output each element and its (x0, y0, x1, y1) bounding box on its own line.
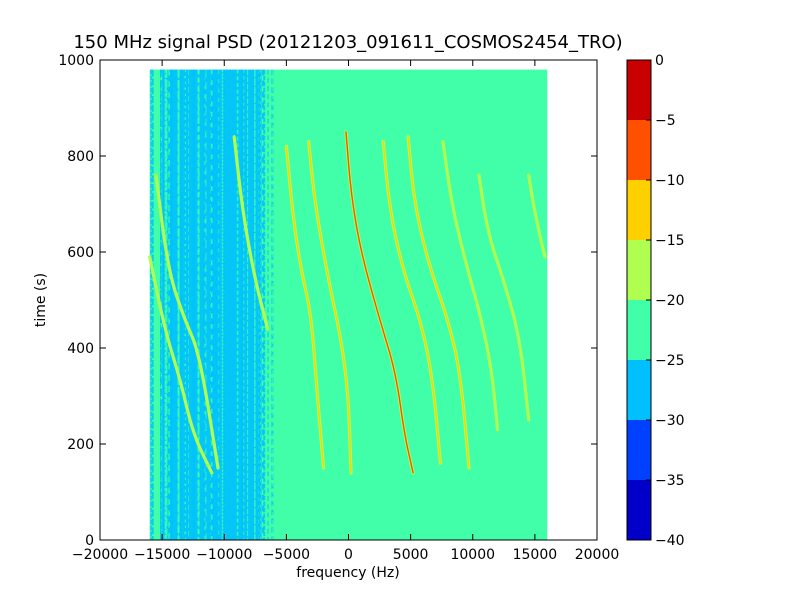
colorbar-segment (627, 480, 651, 540)
colorbar-segment (627, 300, 651, 360)
x-tick-label: −10000 (196, 547, 252, 563)
colorbar-segment (627, 120, 651, 180)
colorbar-segment (627, 360, 651, 420)
colorbar-segment (627, 240, 651, 300)
y-tick-label: 0 (85, 533, 94, 549)
y-tick-label: 400 (67, 341, 94, 357)
y-axis: 0 200 400 600 800 1000 (58, 53, 597, 549)
x-tick-label: 20000 (575, 547, 620, 563)
signal-trace-core (442, 140, 499, 431)
x-tick-label: −20000 (72, 547, 128, 563)
colorbar-tick-label: −20 (655, 293, 685, 309)
y-tick-label: 200 (67, 437, 94, 453)
signal-trace-core (149, 256, 213, 474)
signal-trace-core (233, 136, 269, 330)
x-tick-label: 10000 (450, 547, 495, 563)
x-tick-label: −5000 (263, 547, 310, 563)
signal-trace-core (528, 174, 546, 258)
colorbar-tick-label: −30 (655, 413, 685, 429)
x-tick-label: 5000 (393, 547, 429, 563)
y-tick-label: 800 (67, 149, 94, 165)
x-axis: −20000 −15000 −10000 −5000 0 5000 10000 15000 20… (72, 60, 619, 563)
x-tick-label: −15000 (134, 547, 190, 563)
colorbar-segment (627, 180, 651, 240)
signal-traces (148, 130, 547, 475)
x-axis-label: frequency (Hz) (296, 565, 399, 581)
colorbar-tick-label: −15 (655, 233, 685, 249)
colorbar-tick-label: −35 (655, 473, 685, 489)
x-tick-label: 15000 (513, 547, 558, 563)
signal-trace-core (308, 140, 352, 474)
colorbar-segment (627, 420, 651, 480)
signal-trace-core (478, 174, 530, 421)
y-axis-label: time (s) (33, 273, 49, 327)
colorbar-tick-label: −10 (655, 173, 685, 189)
colorbar: −40 −35 −30 −25 −20 −15 −10 −5 0 (626, 53, 685, 549)
colorbar-tick-label: 0 (655, 53, 664, 69)
colorbar-tick-label: −25 (655, 353, 685, 369)
colorbar-tick-label: −40 (655, 533, 685, 549)
chart-title: 150 MHz signal PSD (20121203_091611_COSM… (73, 32, 622, 53)
signal-trace-core (382, 140, 442, 464)
y-tick-label: 600 (67, 245, 94, 261)
colorbar-segment (627, 60, 651, 120)
plot-area (99, 59, 598, 541)
y-tick-label: 1000 (58, 53, 94, 69)
colorbar-tick-label: −5 (655, 113, 676, 129)
signal-trace-core (407, 136, 470, 469)
signal-trace-core (345, 131, 414, 474)
signal-trace-core (285, 145, 325, 469)
signal-trace-core (155, 174, 219, 469)
x-tick-label: 0 (344, 547, 353, 563)
